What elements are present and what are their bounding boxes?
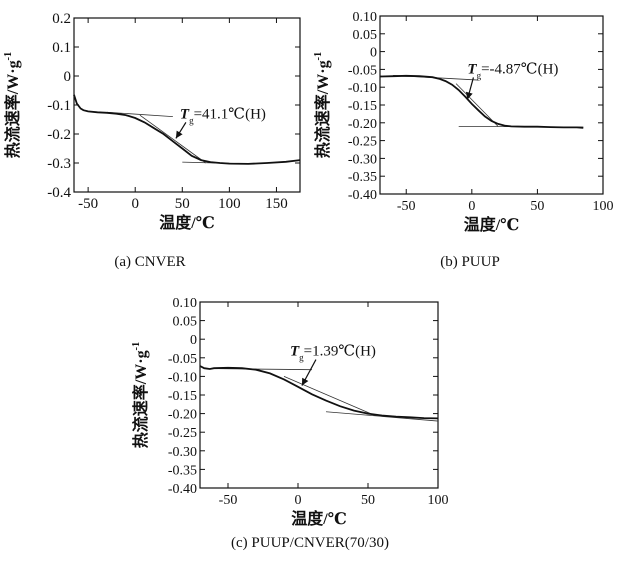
y-tick-label: 0.1	[52, 40, 71, 56]
y-tick-label: -0.20	[348, 117, 377, 132]
x-tick-label: 100	[218, 196, 241, 212]
y-tick-label: 0	[370, 46, 377, 61]
plot-frame	[379, 15, 604, 195]
y-tick-label: -0.25	[168, 426, 197, 441]
tangent-line	[283, 376, 376, 416]
annotation-tg: Tg=41.1℃(H)	[180, 106, 266, 125]
chart-a-caption: (a) CNVER	[114, 254, 186, 270]
y-tick-label: -0.10	[348, 81, 377, 96]
tangent-line	[213, 368, 313, 371]
y-tick-label: -0.10	[168, 370, 197, 385]
y-tick-label: -0.1	[47, 98, 71, 114]
chart-b-puup: -50 0 50 100 -0.40 -0.35 -0.30 -0.25 -0.20 -0.15 -…	[313, 10, 614, 234]
y-axis-label: 热流速率/W·g-1	[131, 342, 150, 448]
y-tick-label: -0.30	[168, 445, 197, 460]
chart-c-caption: (c) PUUP/CNVER(70/30)	[231, 535, 389, 551]
x-tick-label: 100	[593, 199, 614, 214]
y-tick-label: -0.25	[348, 135, 377, 150]
x-tick-label: 100	[428, 493, 449, 508]
chart-c-puup-cnver: -50 0 50 100 -0.40 -0.35 -0.30 -0.25 -0.20 -0.15 -…	[131, 296, 449, 527]
y-tick-label: 0.10	[353, 10, 378, 25]
x-tick-label: -50	[78, 196, 98, 212]
data-line	[199, 365, 439, 420]
tangent-line	[139, 114, 207, 164]
y-tick-label: 0.05	[353, 28, 378, 43]
y-tick-label: -0.20	[168, 408, 197, 423]
data-line	[379, 74, 584, 129]
chart-b-caption: (b) PUUP	[440, 254, 500, 270]
x-tick-label: -50	[397, 199, 416, 214]
x-tick-label: 50	[530, 199, 544, 214]
annotation-arrowhead	[301, 377, 309, 386]
x-tick-label: 150	[265, 196, 288, 212]
y-tick-label: -0.15	[348, 99, 377, 114]
y-tick-label: -0.35	[348, 170, 377, 185]
x-axis-label: 温度/℃	[463, 215, 520, 234]
data-line	[73, 94, 301, 165]
y-tick-label: 0	[190, 333, 197, 348]
y-tick-label: -0.40	[348, 188, 377, 203]
y-tick-label: 0.2	[52, 11, 71, 27]
y-tick-label: -0.05	[168, 352, 197, 367]
y-tick-label: -0.30	[348, 152, 377, 167]
x-tick-label: 0	[131, 196, 139, 212]
x-axis-label: 温度/℃	[290, 509, 347, 527]
annotation-arrowhead	[175, 130, 183, 139]
y-tick-label: 0.10	[173, 296, 198, 311]
y-tick-label: -0.35	[168, 463, 197, 478]
y-axis-label: 热流速率/W·g-1	[3, 52, 22, 158]
y-tick-label: -0.40	[168, 482, 197, 497]
chart-a-cnver: -50 0 50 100 150 -0.4 -0.3 -0.2 -0.1 0 0.1 0.2 Tg=41…	[3, 11, 301, 232]
y-tick-label: -0.3	[47, 156, 71, 172]
x-tick-label: -50	[219, 493, 238, 508]
x-axis-label: 温度/℃	[158, 213, 215, 232]
x-tick-label: 50	[175, 196, 190, 212]
x-tick-label: 0	[468, 199, 475, 214]
annotation-tg: Tg=1.39℃(H)	[290, 344, 376, 363]
y-tick-label: -0.15	[168, 389, 197, 404]
y-tick-label: -0.05	[348, 63, 377, 78]
x-tick-label: 50	[361, 493, 375, 508]
plot-frame	[73, 17, 301, 193]
tangent-line	[106, 111, 173, 117]
y-tick-label: 0	[64, 69, 72, 85]
annotation-arrowhead	[465, 91, 473, 100]
x-tick-label: 0	[295, 493, 302, 508]
y-tick-label: 0.05	[173, 315, 198, 330]
y-tick-label: -0.2	[47, 127, 71, 143]
tangent-line	[455, 83, 499, 127]
plot-frame	[199, 301, 439, 489]
y-tick-label: -0.4	[47, 185, 71, 201]
y-axis-label: 热流速率/W·g-1	[313, 52, 332, 158]
annotation-tg: Tg=-4.87℃(H)	[467, 61, 558, 80]
